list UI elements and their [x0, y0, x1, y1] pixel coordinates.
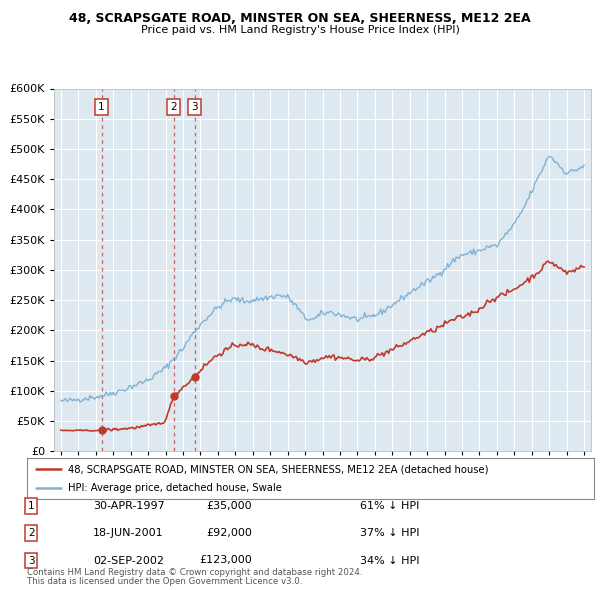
- Text: HPI: Average price, detached house, Swale: HPI: Average price, detached house, Swal…: [68, 483, 281, 493]
- Text: 02-SEP-2002: 02-SEP-2002: [93, 556, 164, 565]
- Text: 3: 3: [191, 101, 198, 112]
- Text: 1: 1: [28, 502, 35, 511]
- Text: 48, SCRAPSGATE ROAD, MINSTER ON SEA, SHEERNESS, ME12 2EA (detached house): 48, SCRAPSGATE ROAD, MINSTER ON SEA, SHE…: [68, 464, 488, 474]
- Text: 48, SCRAPSGATE ROAD, MINSTER ON SEA, SHEERNESS, ME12 2EA: 48, SCRAPSGATE ROAD, MINSTER ON SEA, SHE…: [69, 12, 531, 25]
- Text: 37% ↓ HPI: 37% ↓ HPI: [360, 529, 419, 538]
- Text: 61% ↓ HPI: 61% ↓ HPI: [360, 502, 419, 511]
- Text: 2: 2: [28, 529, 35, 538]
- Text: Contains HM Land Registry data © Crown copyright and database right 2024.: Contains HM Land Registry data © Crown c…: [27, 568, 362, 577]
- Text: This data is licensed under the Open Government Licence v3.0.: This data is licensed under the Open Gov…: [27, 578, 302, 586]
- Text: 18-JUN-2001: 18-JUN-2001: [93, 529, 164, 538]
- Text: 1: 1: [98, 101, 105, 112]
- Text: £92,000: £92,000: [206, 529, 252, 538]
- Text: 30-APR-1997: 30-APR-1997: [93, 502, 165, 511]
- Text: £123,000: £123,000: [199, 556, 252, 565]
- Text: 34% ↓ HPI: 34% ↓ HPI: [360, 556, 419, 565]
- Text: 3: 3: [28, 556, 35, 565]
- Text: 2: 2: [170, 101, 177, 112]
- Text: £35,000: £35,000: [206, 502, 252, 511]
- Text: Price paid vs. HM Land Registry's House Price Index (HPI): Price paid vs. HM Land Registry's House …: [140, 25, 460, 35]
